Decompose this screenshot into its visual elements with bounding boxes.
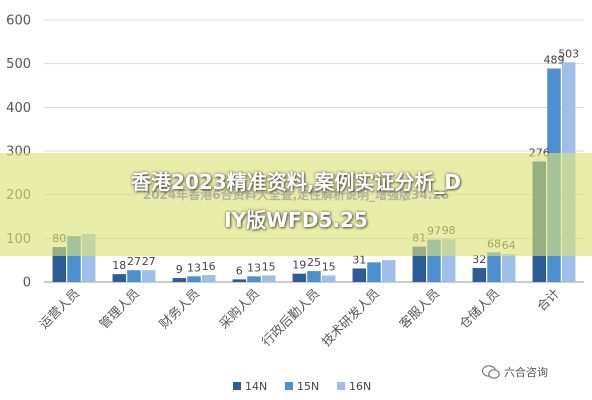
bar-14N [172,278,187,282]
bar-16N [501,254,516,282]
legend-swatch-16N [337,382,345,390]
x-tick-label: 行政后勤人员 [258,286,322,350]
bar-15N [187,276,201,282]
value-label: 32 [472,253,486,266]
bar-15N [247,276,261,282]
legend-label: 15N [297,380,319,393]
bar-15N [367,262,381,282]
x-tick-label: 管理人员 [96,286,142,332]
y-tick-label: 0 [23,276,31,291]
legend-swatch-14N [233,382,241,390]
legend-label: 14N [245,380,267,393]
value-label: 489 [544,53,565,66]
overlay-banner [0,153,592,256]
value-label: 16 [202,260,216,273]
value-label: 19 [292,259,306,272]
bar-16N [261,275,276,282]
value-label: 13 [247,261,261,274]
watermark: 六合咨询 [482,362,548,382]
bar-15N [307,271,321,282]
bar-16N [381,260,396,282]
x-tick-label: 仓储人员 [456,286,502,332]
x-tick-label: 技术研发人员 [318,286,382,350]
bar-15N [127,270,141,282]
bar-14N [352,268,367,282]
value-label: 503 [558,47,579,60]
x-tick-label: 财务人员 [156,286,202,332]
bar-15N [487,252,501,282]
value-label: 27 [127,255,141,268]
overlay-title-line-1: 香港2023精准资料,案例实证分析_D [131,170,461,194]
value-label: 13 [187,261,201,274]
watermark-text: 六合咨询 [504,366,548,379]
bar-16N [141,270,156,282]
y-tick-label: 600 [6,14,31,29]
bar-16N [321,275,336,282]
legend-label: 16N [349,380,371,393]
value-label: 18 [112,259,126,272]
wechat-icon [482,365,500,379]
y-tick-label: 400 [6,101,31,116]
value-label: 27 [142,255,156,268]
value-label: 6 [236,264,243,277]
bar-14N [112,274,127,282]
bar-16N [201,275,216,282]
value-label: 15 [262,260,276,273]
x-tick-label: 客服人员 [396,286,442,332]
value-label: 9 [176,263,183,276]
x-tick-label: 运营人员 [36,286,82,332]
overlay-title-line-2: IY版WFD5.25 [224,208,368,232]
legend-swatch-15N [285,382,293,390]
bar-14N [292,273,307,282]
value-label: 31 [352,253,366,266]
y-tick-label: 500 [6,57,31,72]
legend: 14N 15N 16N [233,380,371,393]
x-tick-label: 采购人员 [216,286,262,332]
bar-14N [472,268,487,282]
value-label: 15 [322,260,336,273]
bar-14N [232,279,247,282]
overlay-subtitle: 2024年香港6合资料大全查,定性解析说明_增强版34.26 [142,188,450,202]
value-label: 25 [307,256,321,269]
x-tick-label: 合计 [534,286,562,314]
